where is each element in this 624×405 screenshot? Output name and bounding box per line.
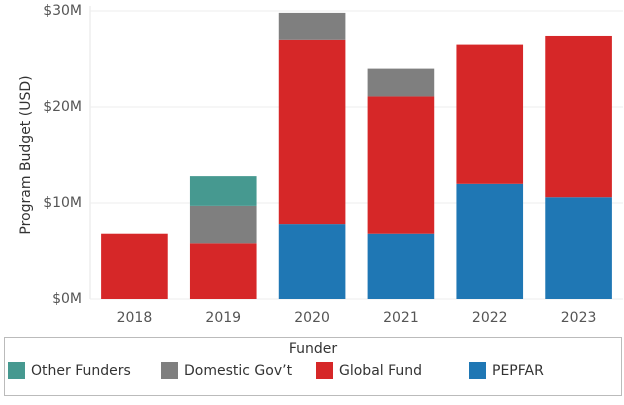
legend-swatch <box>161 362 178 379</box>
bar-segment <box>278 224 346 299</box>
legend-swatch <box>469 362 486 379</box>
legend-swatch <box>8 362 25 379</box>
x-tick-label: 2022 <box>472 310 508 326</box>
bar-segment <box>367 96 435 234</box>
bar-segment <box>101 233 168 299</box>
bar-segment <box>367 233 435 299</box>
bar-segment <box>545 35 612 198</box>
legend-swatch <box>316 362 333 379</box>
x-tick-label: 2019 <box>205 310 241 326</box>
bar-segment <box>278 39 346 225</box>
bar-segment <box>456 183 524 299</box>
legend-label: Global Fund <box>339 363 422 379</box>
legend-label: Other Funders <box>31 363 131 379</box>
y-tick-label: $30M <box>43 3 82 19</box>
legend-label: PEPFAR <box>492 363 544 379</box>
bar-segment <box>278 12 346 40</box>
legend-label: Domestic Gov’t <box>184 363 293 379</box>
y-axis-label: Program Budget (USD) <box>18 75 34 234</box>
bar-segment <box>189 243 257 299</box>
legend-title: Funder <box>289 341 338 357</box>
x-tick-label: 2020 <box>294 310 330 326</box>
bar-segment <box>456 44 524 184</box>
bar-segment <box>189 205 257 244</box>
bar-segment <box>189 176 257 206</box>
y-tick-label: $0M <box>52 291 82 307</box>
x-tick-label: 2021 <box>383 310 419 326</box>
bar-segment <box>367 68 435 97</box>
y-tick-label: $10M <box>43 195 82 211</box>
x-tick-label: 2018 <box>117 310 153 326</box>
bar-segment <box>545 197 612 299</box>
y-tick-label: $20M <box>43 99 82 115</box>
legend-box <box>4 337 622 396</box>
x-tick-label: 2023 <box>561 310 597 326</box>
